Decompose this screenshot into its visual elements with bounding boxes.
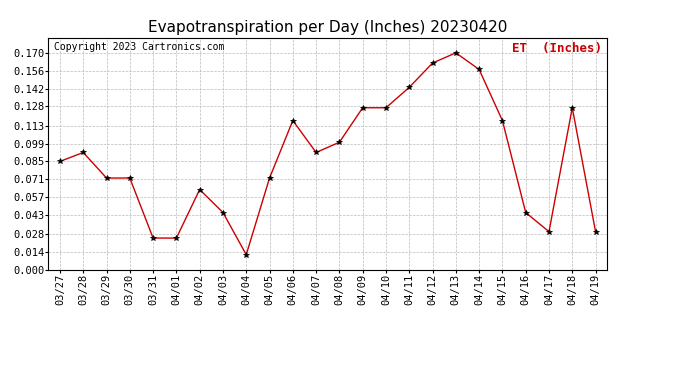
Title: Evapotranspiration per Day (Inches) 20230420: Evapotranspiration per Day (Inches) 2023…: [148, 20, 507, 35]
Text: Copyright 2023 Cartronics.com: Copyright 2023 Cartronics.com: [54, 42, 224, 52]
Text: ET  (Inches): ET (Inches): [511, 42, 602, 55]
